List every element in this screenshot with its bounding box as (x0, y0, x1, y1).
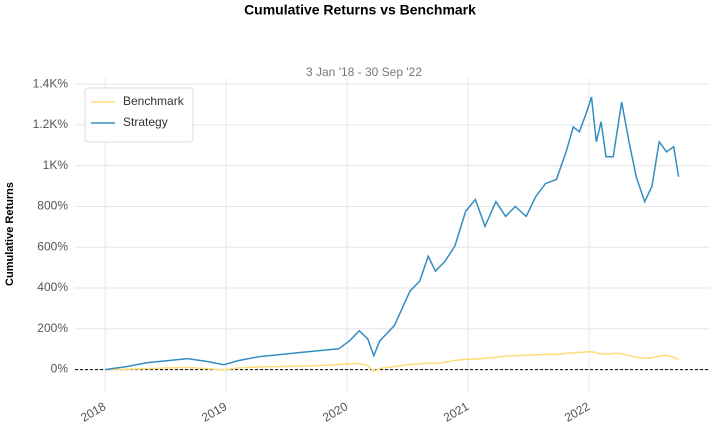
x-tick-label: 2021 (441, 399, 471, 425)
y-tick-label: 400% (37, 280, 68, 294)
y-tick-label: 200% (37, 321, 68, 335)
y-tick-label: 600% (37, 239, 68, 253)
chart-title: Cumulative Returns vs Benchmark (244, 2, 476, 18)
x-tick-label: 2020 (320, 399, 350, 425)
y-tick-label: 800% (37, 199, 68, 213)
legend-label: Strategy (123, 115, 168, 129)
y-tick-label: 0% (51, 362, 69, 376)
y-tick-label: 1K% (43, 158, 69, 172)
x-tick-label: 2019 (199, 399, 229, 425)
series-line (105, 350, 679, 373)
series-line (105, 96, 680, 371)
y-tick-label: 1.2K% (33, 117, 69, 131)
chart-subtitle: 3 Jan '18 - 30 Sep '22 (306, 65, 422, 79)
legend-label: Benchmark (123, 94, 185, 108)
y-tick-label: 1.4K% (33, 76, 69, 90)
x-tick-label: 2022 (562, 399, 592, 425)
x-tick-label: 2018 (78, 399, 108, 425)
y-axis-label: Cumulative Returns (4, 182, 16, 286)
legend: Benchmark Strategy (84, 87, 194, 143)
